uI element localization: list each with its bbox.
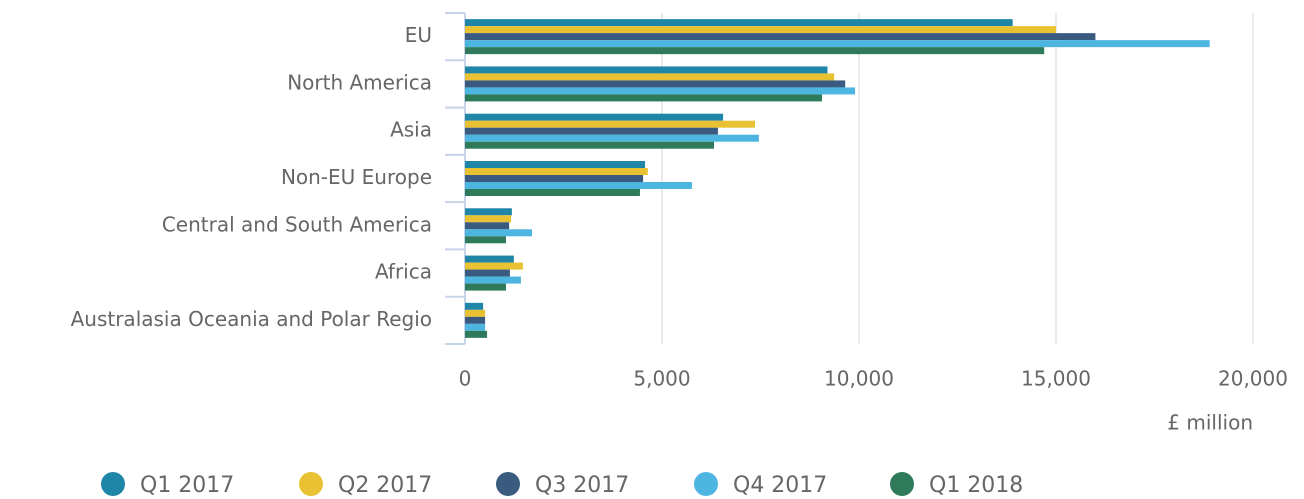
y-tick-label: Asia (390, 118, 432, 142)
bar (465, 66, 828, 74)
bar (465, 161, 646, 168)
x-tick-label: 10,000 (824, 367, 894, 391)
bar (465, 222, 510, 230)
y-tick-label: North America (287, 70, 432, 94)
legend-label: Q1 2017 (140, 473, 234, 498)
bar (465, 269, 510, 277)
y-tick-label: EU (405, 23, 432, 47)
y-tick-label: Australasia Oceania and Polar Regio (71, 307, 432, 331)
bar (465, 26, 1056, 34)
legend-swatch (694, 472, 718, 496)
bar (465, 208, 512, 216)
bar (465, 141, 715, 149)
bar (465, 134, 759, 142)
bar (465, 316, 486, 324)
legend-swatch (299, 472, 323, 496)
bar (465, 262, 523, 270)
bar (465, 33, 1096, 41)
legend-label: Q2 2017 (338, 473, 432, 498)
x-axis-label: £ million (1167, 411, 1253, 435)
y-tick-label: Non-EU Europe (281, 165, 432, 189)
bar (465, 189, 640, 196)
bar (465, 113, 724, 121)
bar (465, 73, 835, 81)
x-tick-label: 0 (459, 367, 472, 391)
bar (465, 47, 1045, 55)
bar (465, 175, 644, 182)
bar (465, 283, 506, 291)
bar (465, 182, 692, 189)
bar (465, 19, 1013, 27)
bar (465, 302, 484, 310)
x-tick-label: 20,000 (1218, 367, 1288, 391)
x-tick-label: 15,000 (1021, 367, 1091, 391)
bar (465, 236, 506, 244)
legend-swatch (101, 472, 125, 496)
bar (465, 94, 822, 102)
legend-swatch (496, 472, 520, 496)
bar (465, 255, 514, 263)
legend-swatch (890, 472, 914, 496)
legend-label: Q1 2018 (929, 473, 1023, 498)
bar (465, 40, 1210, 48)
bar (465, 127, 718, 135)
bar (465, 229, 532, 237)
x-tick-label: 5,000 (633, 367, 690, 391)
y-tick-label: Africa (375, 260, 432, 284)
y-tick-label: Central and South America (162, 212, 432, 236)
bar (465, 276, 521, 284)
bar (465, 330, 488, 338)
bar (465, 309, 486, 317)
bar (465, 215, 512, 223)
bar (465, 87, 856, 95)
bar (465, 80, 846, 88)
legend-label: Q4 2017 (733, 473, 827, 498)
legend-label: Q3 2017 (535, 473, 629, 498)
bar (465, 323, 486, 331)
bar (465, 120, 755, 128)
bar (465, 168, 648, 175)
